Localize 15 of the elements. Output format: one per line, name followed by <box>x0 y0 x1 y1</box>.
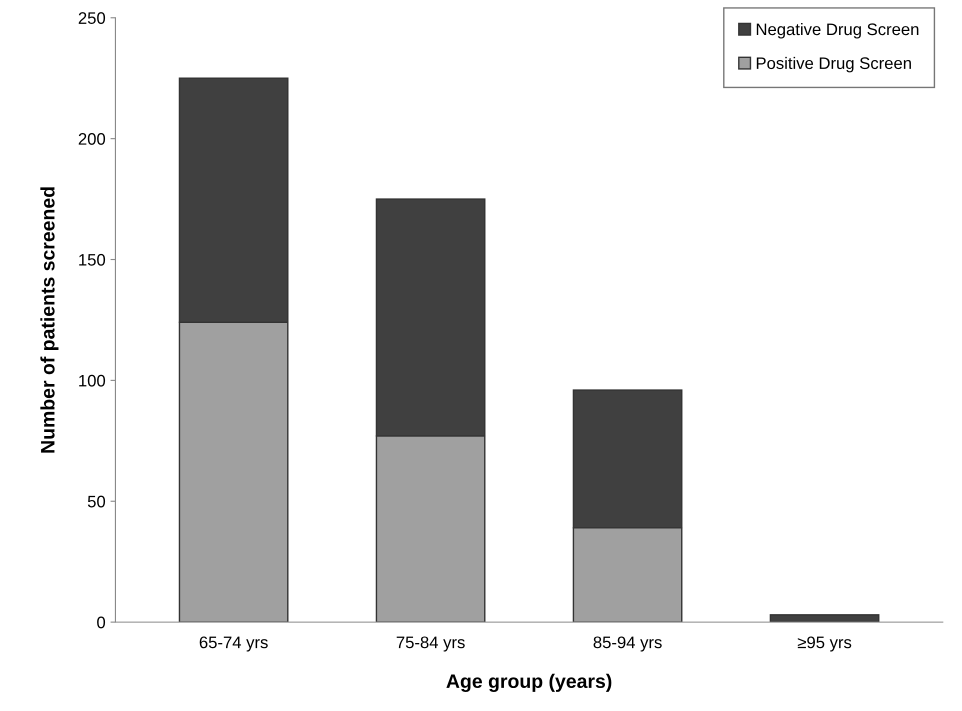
y-tick-label: 50 <box>88 496 106 508</box>
x-tick-label: 75-84 yrs <box>396 636 465 652</box>
y-axis-title: Number of patients screened <box>40 187 58 453</box>
x-tick-label: 65-74 yrs <box>200 636 268 652</box>
y-tick-label: 200 <box>78 133 106 145</box>
x-tick-label: ≥95 yrs <box>798 636 852 652</box>
x-tick-label: 85-94 yrs <box>594 636 662 652</box>
x-axis-title: Age group (years) <box>446 674 612 692</box>
y-tick-label: 100 <box>79 374 106 387</box>
legend-label: Negative Drug Screen <box>756 22 918 39</box>
y-tick-label: 0 <box>97 616 106 628</box>
y-tick-label: 150 <box>79 254 106 266</box>
bar <box>770 614 880 622</box>
legend-label: Positive Drug Screen <box>756 56 911 72</box>
y-tick-label: 250 <box>78 12 106 24</box>
